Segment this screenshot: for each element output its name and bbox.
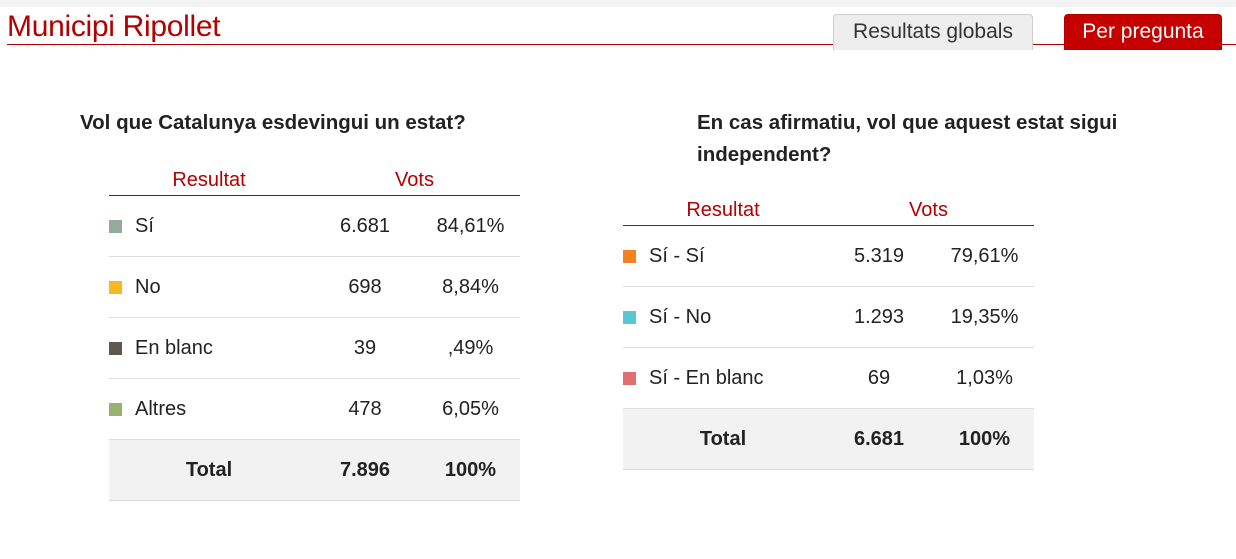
column-header-result: Resultat (623, 195, 823, 226)
legend-swatch-en-blanc (109, 341, 122, 355)
table-header-row: Resultat Vots (109, 165, 521, 196)
page-header: Municipi Ripollet Resultats globals Per … (7, 7, 1236, 50)
row-label-cell: Sí - Sí (623, 225, 823, 287)
table-row: Sí 6.681 84,61% (109, 195, 521, 257)
table-row: En blanc 39 ,49% (109, 317, 521, 379)
table-row: Sí - Sí 5.319 79,61% (623, 225, 1035, 287)
row-percentage: 6,05% (421, 378, 521, 440)
total-label: Total (623, 408, 823, 470)
row-percentage: 19,35% (935, 286, 1035, 348)
row-label: Sí - No (649, 305, 712, 328)
row-label-cell: Sí (109, 195, 309, 257)
total-votes: 7.896 (309, 439, 421, 501)
row-label-cell: Sí - En blanc (623, 347, 823, 409)
legend-swatch-si-si (623, 249, 636, 263)
page-title: Municipi Ripollet (7, 10, 221, 43)
results-table-question-1: Resultat Vots Sí 6.681 84,61% No 698 8,8… (109, 165, 521, 501)
column-header-votes: Vots (309, 165, 521, 196)
total-row: Total 6.681 100% (623, 408, 1035, 470)
question-1-title: Vol que Catalunya esdevingui un estat? (80, 111, 466, 134)
total-percentage: 100% (935, 408, 1035, 470)
row-label: Altres (135, 397, 187, 420)
table-row: Sí - No 1.293 19,35% (623, 286, 1035, 348)
row-percentage: ,49% (421, 317, 521, 379)
question-2-title: En cas afirmatiu, vol que aquest estat s… (697, 111, 1118, 166)
tab-resultats-globals[interactable]: Resultats globals (833, 14, 1033, 50)
row-votes: 698 (309, 256, 421, 318)
row-label-cell: No (109, 256, 309, 318)
row-label: En blanc (135, 336, 213, 359)
total-percentage: 100% (421, 439, 521, 501)
row-votes: 5.319 (823, 225, 935, 287)
row-label: No (135, 275, 161, 298)
legend-swatch-si (109, 219, 122, 233)
top-strip (0, 0, 1236, 7)
row-percentage: 1,03% (935, 347, 1035, 409)
tab-per-pregunta[interactable]: Per pregunta (1064, 14, 1222, 50)
total-votes: 6.681 (823, 408, 935, 470)
legend-swatch-altres (109, 402, 122, 416)
row-label-cell: Altres (109, 378, 309, 440)
row-percentage: 84,61% (421, 195, 521, 257)
total-label: Total (109, 439, 309, 501)
row-label: Sí - Sí (649, 244, 705, 267)
table-row: No 698 8,84% (109, 256, 521, 318)
table-row: Sí - En blanc 69 1,03% (623, 347, 1035, 409)
table-header-row: Resultat Vots (623, 195, 1035, 226)
row-votes: 6.681 (309, 195, 421, 257)
row-votes: 39 (309, 317, 421, 379)
legend-swatch-si-en-blanc (623, 371, 636, 385)
row-percentage: 8,84% (421, 256, 521, 318)
total-row: Total 7.896 100% (109, 439, 521, 501)
row-votes: 69 (823, 347, 935, 409)
results-table-question-2: Resultat Vots Sí - Sí 5.319 79,61% Sí - … (623, 195, 1035, 470)
table-row: Altres 478 6,05% (109, 378, 521, 440)
column-header-votes: Vots (823, 195, 1035, 226)
column-header-result: Resultat (109, 165, 309, 196)
row-label-cell: Sí - No (623, 286, 823, 348)
row-votes: 478 (309, 378, 421, 440)
row-label-cell: En blanc (109, 317, 309, 379)
legend-swatch-si-no (623, 310, 636, 324)
row-votes: 1.293 (823, 286, 935, 348)
row-label: Sí (135, 214, 154, 237)
legend-swatch-no (109, 280, 122, 294)
row-percentage: 79,61% (935, 225, 1035, 287)
row-label: Sí - En blanc (649, 366, 764, 389)
